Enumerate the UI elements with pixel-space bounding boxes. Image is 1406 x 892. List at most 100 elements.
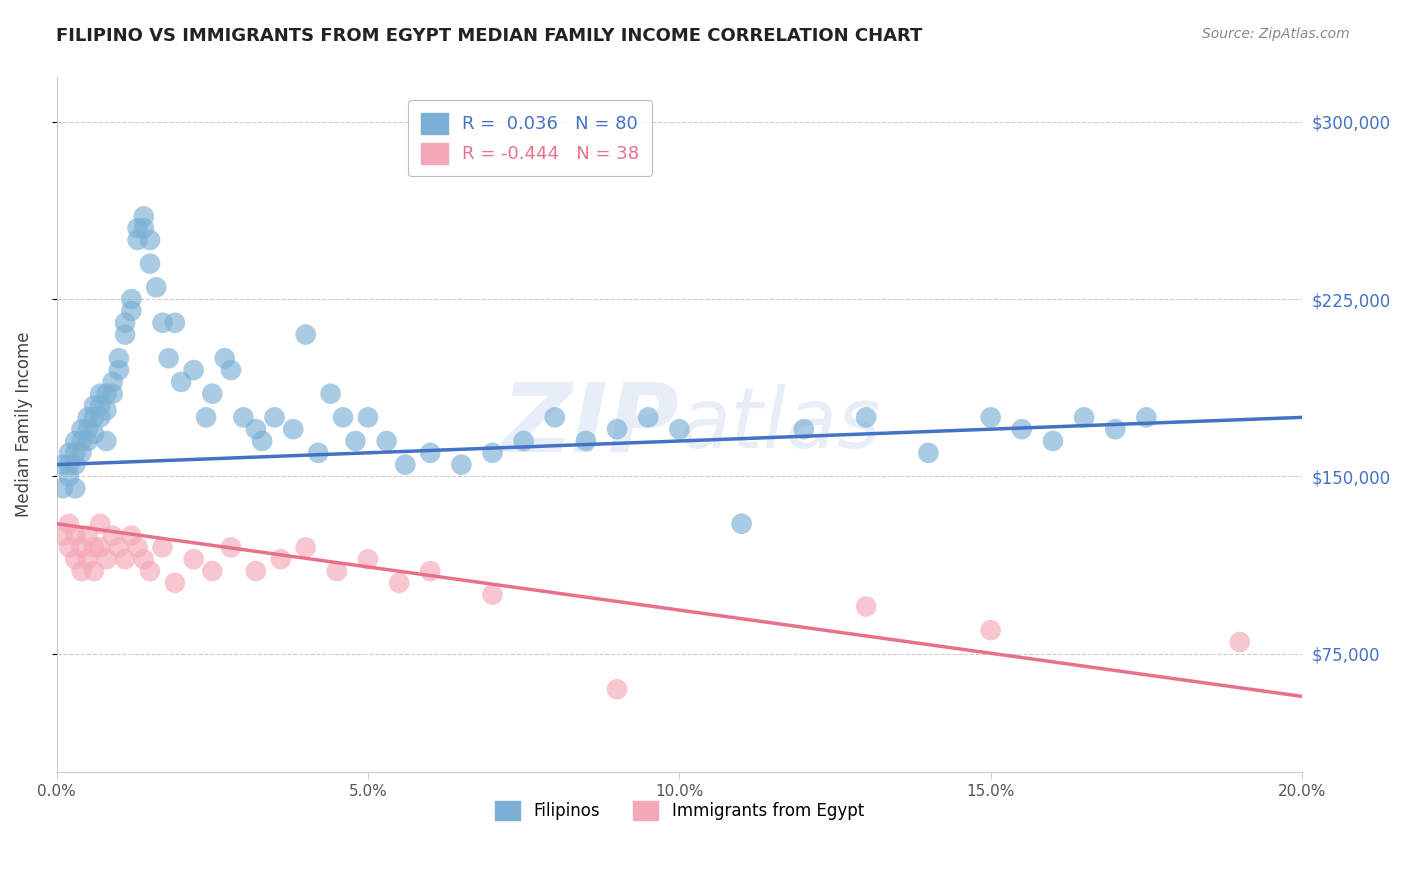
Point bbox=[83, 426, 105, 441]
Point bbox=[606, 422, 628, 436]
Point bbox=[183, 363, 205, 377]
Point bbox=[108, 363, 131, 377]
Point bbox=[114, 316, 136, 330]
Point bbox=[127, 233, 149, 247]
Point bbox=[139, 233, 162, 247]
Point bbox=[101, 375, 124, 389]
Point bbox=[201, 386, 224, 401]
Point bbox=[96, 434, 118, 448]
Point bbox=[307, 446, 329, 460]
Point bbox=[52, 481, 75, 495]
Point bbox=[96, 386, 118, 401]
Point bbox=[980, 623, 1002, 637]
Point bbox=[163, 575, 186, 590]
Point bbox=[101, 528, 124, 542]
Point bbox=[855, 599, 877, 614]
Point bbox=[83, 541, 105, 555]
Point bbox=[201, 564, 224, 578]
Point bbox=[76, 422, 98, 436]
Point bbox=[157, 351, 180, 366]
Point bbox=[58, 469, 80, 483]
Point bbox=[357, 552, 380, 566]
Point bbox=[76, 434, 98, 448]
Point bbox=[52, 458, 75, 472]
Point bbox=[52, 528, 75, 542]
Point bbox=[83, 564, 105, 578]
Text: atlas: atlas bbox=[679, 384, 882, 466]
Point bbox=[65, 481, 87, 495]
Point bbox=[1104, 422, 1126, 436]
Point bbox=[108, 541, 131, 555]
Point bbox=[357, 410, 380, 425]
Point bbox=[89, 516, 111, 531]
Point bbox=[96, 403, 118, 417]
Point bbox=[132, 210, 155, 224]
Point bbox=[575, 434, 598, 448]
Point bbox=[152, 316, 174, 330]
Point bbox=[332, 410, 354, 425]
Point bbox=[70, 422, 93, 436]
Point bbox=[481, 446, 503, 460]
Point bbox=[58, 458, 80, 472]
Point bbox=[326, 564, 349, 578]
Point bbox=[270, 552, 292, 566]
Point bbox=[183, 552, 205, 566]
Point bbox=[219, 541, 242, 555]
Point bbox=[65, 446, 87, 460]
Point bbox=[89, 386, 111, 401]
Point bbox=[793, 422, 815, 436]
Point bbox=[58, 541, 80, 555]
Text: Source: ZipAtlas.com: Source: ZipAtlas.com bbox=[1202, 27, 1350, 41]
Point bbox=[263, 410, 285, 425]
Point bbox=[917, 446, 939, 460]
Point bbox=[730, 516, 752, 531]
Point bbox=[170, 375, 193, 389]
Point bbox=[1135, 410, 1157, 425]
Point bbox=[1073, 410, 1095, 425]
Point bbox=[114, 327, 136, 342]
Point bbox=[114, 552, 136, 566]
Point bbox=[195, 410, 218, 425]
Point bbox=[89, 541, 111, 555]
Point bbox=[163, 316, 186, 330]
Point bbox=[394, 458, 416, 472]
Point bbox=[294, 541, 316, 555]
Point bbox=[58, 446, 80, 460]
Legend: Filipinos, Immigrants from Egypt: Filipinos, Immigrants from Egypt bbox=[481, 788, 877, 833]
Point bbox=[606, 682, 628, 697]
Point bbox=[89, 399, 111, 413]
Point bbox=[344, 434, 367, 448]
Point bbox=[96, 552, 118, 566]
Point bbox=[319, 386, 342, 401]
Point bbox=[127, 221, 149, 235]
Point bbox=[419, 564, 441, 578]
Point bbox=[512, 434, 534, 448]
Point bbox=[419, 446, 441, 460]
Point bbox=[70, 446, 93, 460]
Point bbox=[245, 564, 267, 578]
Point bbox=[375, 434, 398, 448]
Point bbox=[132, 221, 155, 235]
Point bbox=[214, 351, 236, 366]
Point bbox=[1229, 635, 1251, 649]
Point bbox=[139, 257, 162, 271]
Point bbox=[219, 363, 242, 377]
Point bbox=[76, 528, 98, 542]
Point bbox=[65, 458, 87, 472]
Point bbox=[294, 327, 316, 342]
Point bbox=[544, 410, 567, 425]
Point bbox=[120, 304, 142, 318]
Point bbox=[108, 351, 131, 366]
Point bbox=[152, 541, 174, 555]
Point bbox=[65, 528, 87, 542]
Point bbox=[1042, 434, 1064, 448]
Point bbox=[89, 410, 111, 425]
Point bbox=[70, 434, 93, 448]
Point bbox=[58, 516, 80, 531]
Point bbox=[139, 564, 162, 578]
Text: ZIP: ZIP bbox=[502, 378, 679, 471]
Point bbox=[1011, 422, 1033, 436]
Point bbox=[120, 292, 142, 306]
Point bbox=[388, 575, 411, 590]
Point bbox=[132, 552, 155, 566]
